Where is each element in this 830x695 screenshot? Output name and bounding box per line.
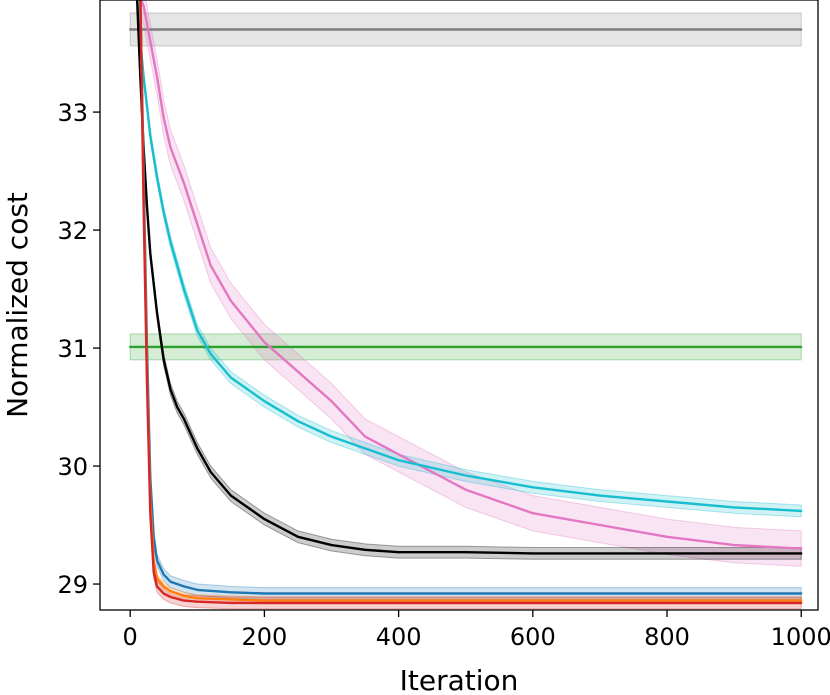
plot-frame xyxy=(99,0,819,611)
x-axis: 0 200 400 600 800 1000 xyxy=(123,610,830,651)
x-tick-label: 0 xyxy=(123,623,138,651)
series-3-line xyxy=(136,0,803,513)
series-4-band xyxy=(136,0,802,560)
y-tick-label: 30 xyxy=(57,453,88,481)
x-tick-label: 400 xyxy=(376,623,422,651)
x-tick-label: 800 xyxy=(644,623,690,651)
series-7-line xyxy=(139,0,803,605)
series-2-line xyxy=(139,0,803,550)
y-tick-label: 32 xyxy=(57,217,88,245)
y-axis-label: Normalized cost xyxy=(1,192,34,418)
x-tick-label: 1000 xyxy=(771,623,830,651)
x-tick-label: 600 xyxy=(510,623,556,651)
series-lines xyxy=(128,0,803,605)
x-axis-label: Iteration xyxy=(400,664,519,695)
y-axis: 29 30 31 32 33 xyxy=(57,99,100,599)
series-2-band xyxy=(137,0,802,567)
x-tick-label: 200 xyxy=(241,623,287,651)
series-4-line xyxy=(135,0,803,555)
y-tick-label: 29 xyxy=(57,571,88,599)
confidence-bands xyxy=(129,0,802,610)
y-tick-label: 33 xyxy=(57,99,88,127)
series-3-band xyxy=(136,0,802,518)
y-tick-label: 31 xyxy=(57,335,88,363)
